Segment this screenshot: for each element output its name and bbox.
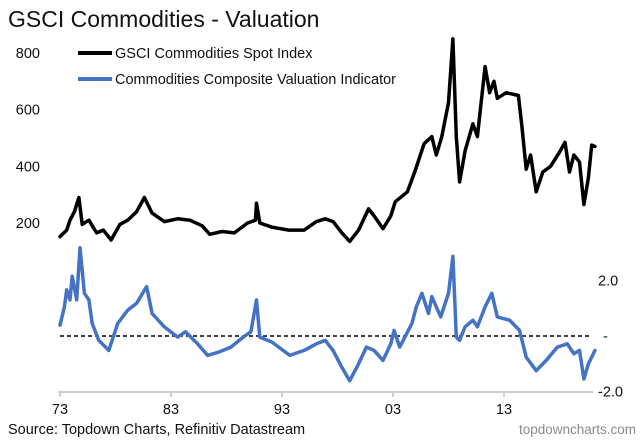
legend-label-spot-index: GSCI Commodities Spot Index	[115, 46, 313, 62]
source-note: Source: Topdown Charts, Refinitiv Datast…	[8, 422, 305, 438]
right-axis: 2.0 - -2.0	[598, 274, 623, 401]
left-tick-label: 600	[16, 103, 40, 119]
x-tick-label: 83	[163, 402, 179, 418]
right-tick-label: 2.0	[598, 274, 618, 290]
watermark: topdowncharts.com	[519, 422, 636, 437]
left-tick-label: 200	[16, 216, 40, 232]
spot-index-line	[58, 37, 597, 244]
x-axis: 73 83 93 03 13	[52, 391, 593, 418]
x-tick-label: 13	[496, 402, 512, 418]
left-tick-label: 400	[16, 159, 40, 175]
x-tick-label: 73	[52, 402, 68, 418]
x-tick-label: 03	[385, 402, 401, 418]
right-tick-label: -	[603, 329, 608, 345]
valuation-indicator-line	[58, 246, 597, 383]
legend: GSCI Commodities Spot Index Commodities …	[78, 46, 396, 88]
legend-label-valuation: Commodities Composite Valuation Indicato…	[115, 72, 396, 88]
left-tick-label: 800	[16, 46, 40, 62]
series	[58, 37, 597, 383]
x-tick-label: 93	[274, 402, 290, 418]
left-axis: 800 600 400 200	[16, 46, 40, 232]
right-tick-label: -2.0	[598, 385, 623, 401]
chart-title: GSCI Commodities - Valuation	[8, 6, 319, 32]
